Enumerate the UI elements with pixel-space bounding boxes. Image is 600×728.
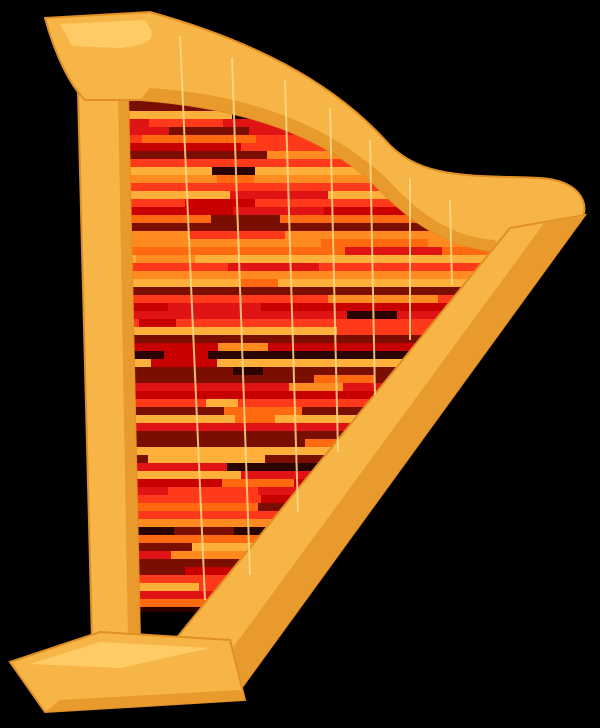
harp-base-shadow <box>45 690 245 712</box>
interior-stripe <box>128 319 500 327</box>
interior-stripe <box>164 351 208 359</box>
interior-stripe <box>128 239 500 247</box>
interior-stripe <box>128 431 500 439</box>
harp-pillar-shadow <box>118 92 140 640</box>
interior-stripe <box>339 223 409 231</box>
interior-stripe <box>168 487 258 495</box>
interior-stripe <box>128 391 500 399</box>
harp-column-shadow <box>215 215 585 690</box>
interior-stripe <box>128 599 500 607</box>
interior-stripe <box>222 479 294 487</box>
harp-string <box>179 35 206 601</box>
harp-string <box>231 57 251 576</box>
interior-stripe <box>348 287 430 295</box>
interior-stripe <box>289 383 343 391</box>
interior-stripe <box>128 455 500 463</box>
interior-stripe <box>233 367 263 375</box>
interior-stripe <box>356 519 439 527</box>
harp-base-highlight <box>30 642 210 668</box>
interior-stripe <box>128 311 500 319</box>
interior-stripe <box>128 327 500 335</box>
interior-stripe <box>241 471 350 479</box>
interior-stripe <box>174 527 234 535</box>
interior-stripe <box>185 567 250 575</box>
interior-stripe <box>128 223 500 231</box>
interior-stripe <box>128 415 500 423</box>
harp-string <box>449 199 453 286</box>
interior-stripe <box>128 255 500 263</box>
interior-stripe <box>337 327 442 335</box>
harp-string <box>329 107 339 453</box>
interior-stripe <box>347 311 397 319</box>
interior-stripe <box>143 335 198 343</box>
harp-string <box>284 79 299 513</box>
interior-stripe <box>128 583 500 591</box>
interior-stripe <box>128 591 500 599</box>
interior-stripe <box>366 599 430 607</box>
interior-stripe <box>128 295 500 303</box>
interior-stripe <box>128 199 500 207</box>
interior-stripe <box>128 367 500 375</box>
interior-stripe <box>227 463 324 471</box>
harp-string <box>369 139 376 396</box>
interior-stripe <box>128 183 500 191</box>
interior-stripe <box>128 407 500 415</box>
interior-stripe <box>136 551 171 559</box>
interior-stripe <box>192 543 258 551</box>
interior-stripe <box>228 263 319 271</box>
interior-stripe <box>224 407 302 415</box>
interior-stripe <box>128 279 500 287</box>
interior-stripe <box>149 119 223 127</box>
interior-stripe <box>128 359 500 367</box>
harp-head-highlight <box>60 20 152 48</box>
interior-stripe <box>258 503 291 511</box>
interior-stripe <box>148 455 265 463</box>
interior-stripe <box>128 287 500 295</box>
interior-stripe <box>321 239 428 247</box>
interior-stripe <box>128 303 500 311</box>
interior-stripe <box>128 335 500 343</box>
interior-stripe <box>128 167 500 175</box>
interior-stripe <box>212 167 255 175</box>
interior-stripe <box>241 143 357 151</box>
interior-stripe <box>128 263 500 271</box>
interior-stripe <box>142 135 256 143</box>
interior-stripe <box>350 391 387 399</box>
interior-stripe <box>128 343 500 351</box>
harp-strings <box>179 35 453 601</box>
interior-stripe <box>168 303 261 311</box>
interior-stripe <box>328 295 438 303</box>
interior-stripe <box>211 215 280 223</box>
interior-stripe <box>345 247 442 255</box>
interior-stripe <box>314 375 374 383</box>
interior-stripe <box>206 399 238 407</box>
interior-stripe <box>189 231 285 239</box>
interior-stripe <box>267 151 357 159</box>
interior-stripe <box>128 271 500 279</box>
interior-stripe <box>128 247 500 255</box>
interior-stripe <box>128 231 500 239</box>
interior-stripe <box>240 279 278 287</box>
interior-stripe <box>312 575 418 583</box>
interior-stripe <box>139 319 176 327</box>
interior-stripe <box>369 271 399 279</box>
interior-stripe <box>254 423 365 431</box>
interior-stripe <box>128 159 500 167</box>
interior-stripe <box>128 175 500 183</box>
interior-stripe <box>128 351 500 359</box>
interior-stripe <box>128 215 500 223</box>
interior-stripe <box>128 399 500 407</box>
interior-stripe <box>128 447 500 455</box>
interior-stripe <box>230 191 328 199</box>
interior-stripe <box>151 359 217 367</box>
interior-stripe <box>169 127 249 135</box>
interior-stripe <box>136 255 195 263</box>
interior-stripe <box>235 415 275 423</box>
interior-stripe <box>128 607 500 612</box>
interior-stripe <box>185 199 255 207</box>
interior-stripe <box>233 207 324 215</box>
